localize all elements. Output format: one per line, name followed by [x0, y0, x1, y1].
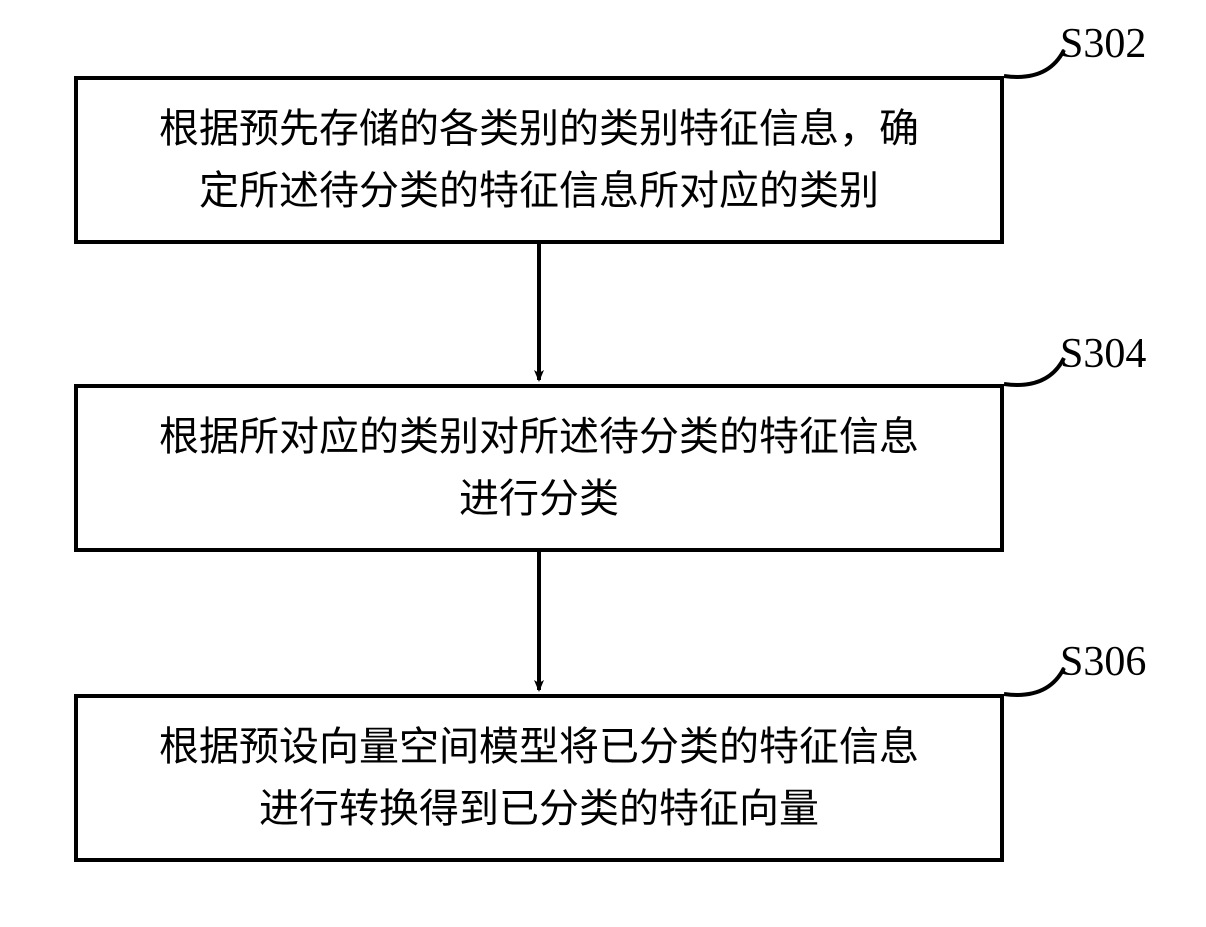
callout-s306 [0, 0, 1206, 927]
flowchart-canvas: 根据预先存储的各类别的类别特征信息，确 定所述待分类的特征信息所对应的类别 S3… [0, 0, 1206, 927]
